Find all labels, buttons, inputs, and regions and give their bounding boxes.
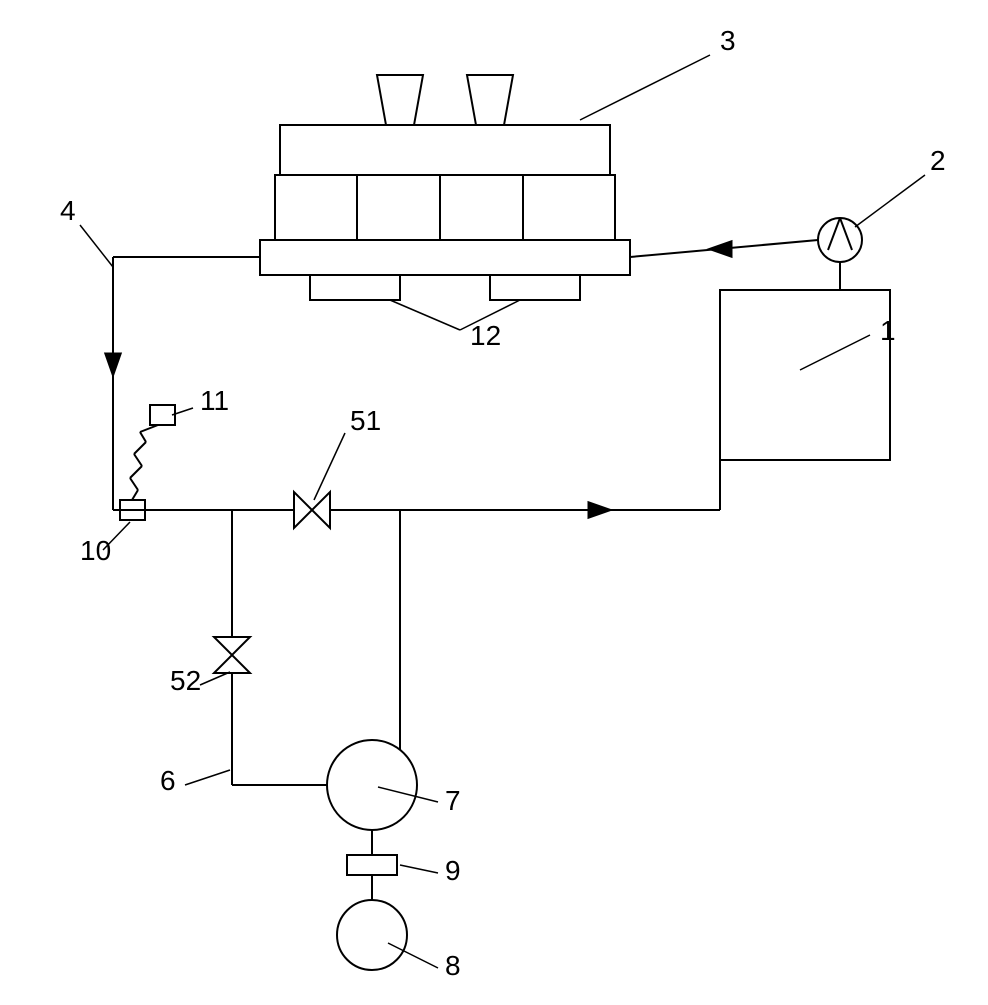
p-pump2-tri-b [840,218,852,250]
lbl-10: 10 [80,535,111,566]
stack-a [377,75,423,125]
zig-10-11-a [132,490,138,500]
ll-12a [390,300,460,330]
arr-2-to-3 [708,241,732,258]
zig-10-11-b [130,478,138,490]
lbl-2: 2 [930,145,946,176]
lbl-6: 6 [160,765,176,796]
foot-b [490,275,580,300]
lbl-3: 3 [720,25,736,56]
foot-a [310,275,400,300]
stack-b [467,75,513,125]
circ-8 [337,900,407,970]
ll-3 [580,55,710,120]
lbl-52: 52 [170,665,201,696]
zig-10-11-c [130,466,142,478]
lbl-1: 1 [880,315,896,346]
lbl-12: 12 [470,320,501,351]
p-pump2-tri-a [828,218,840,250]
ll-8 [388,943,438,968]
lbl-7: 7 [445,785,461,816]
box-11 [150,405,175,425]
arr-to-1 [588,502,612,519]
zig-10-11-g [140,425,158,432]
ll-1 [800,335,870,370]
zig-10-11-e [134,442,146,454]
valve-52-a [214,637,250,655]
ll-51 [314,433,345,500]
lbl-9: 9 [445,855,461,886]
ll-7 [378,787,438,802]
valve-51-a [294,492,312,528]
box-3-bot [260,240,630,275]
box-3-top [280,125,610,175]
lbl-11: 11 [200,385,229,416]
ll-9 [400,865,438,873]
lbl-51: 51 [350,405,381,436]
zig-10-11-d [134,454,142,466]
arr-4-down [105,353,122,377]
circ-7 [327,740,417,830]
circ-2 [818,218,862,262]
zig-10-11-f [140,432,146,442]
valve-52-b [214,655,250,673]
box-1 [720,290,890,460]
box-3-mid [275,175,615,240]
schematic-diagram: 123467891011125152 [0,0,988,1000]
ll-4 [80,225,113,267]
ll-6 [185,770,230,785]
box-9 [347,855,397,875]
lbl-8: 8 [445,950,461,981]
lbl-4: 4 [60,195,76,226]
ll-2 [855,175,925,227]
